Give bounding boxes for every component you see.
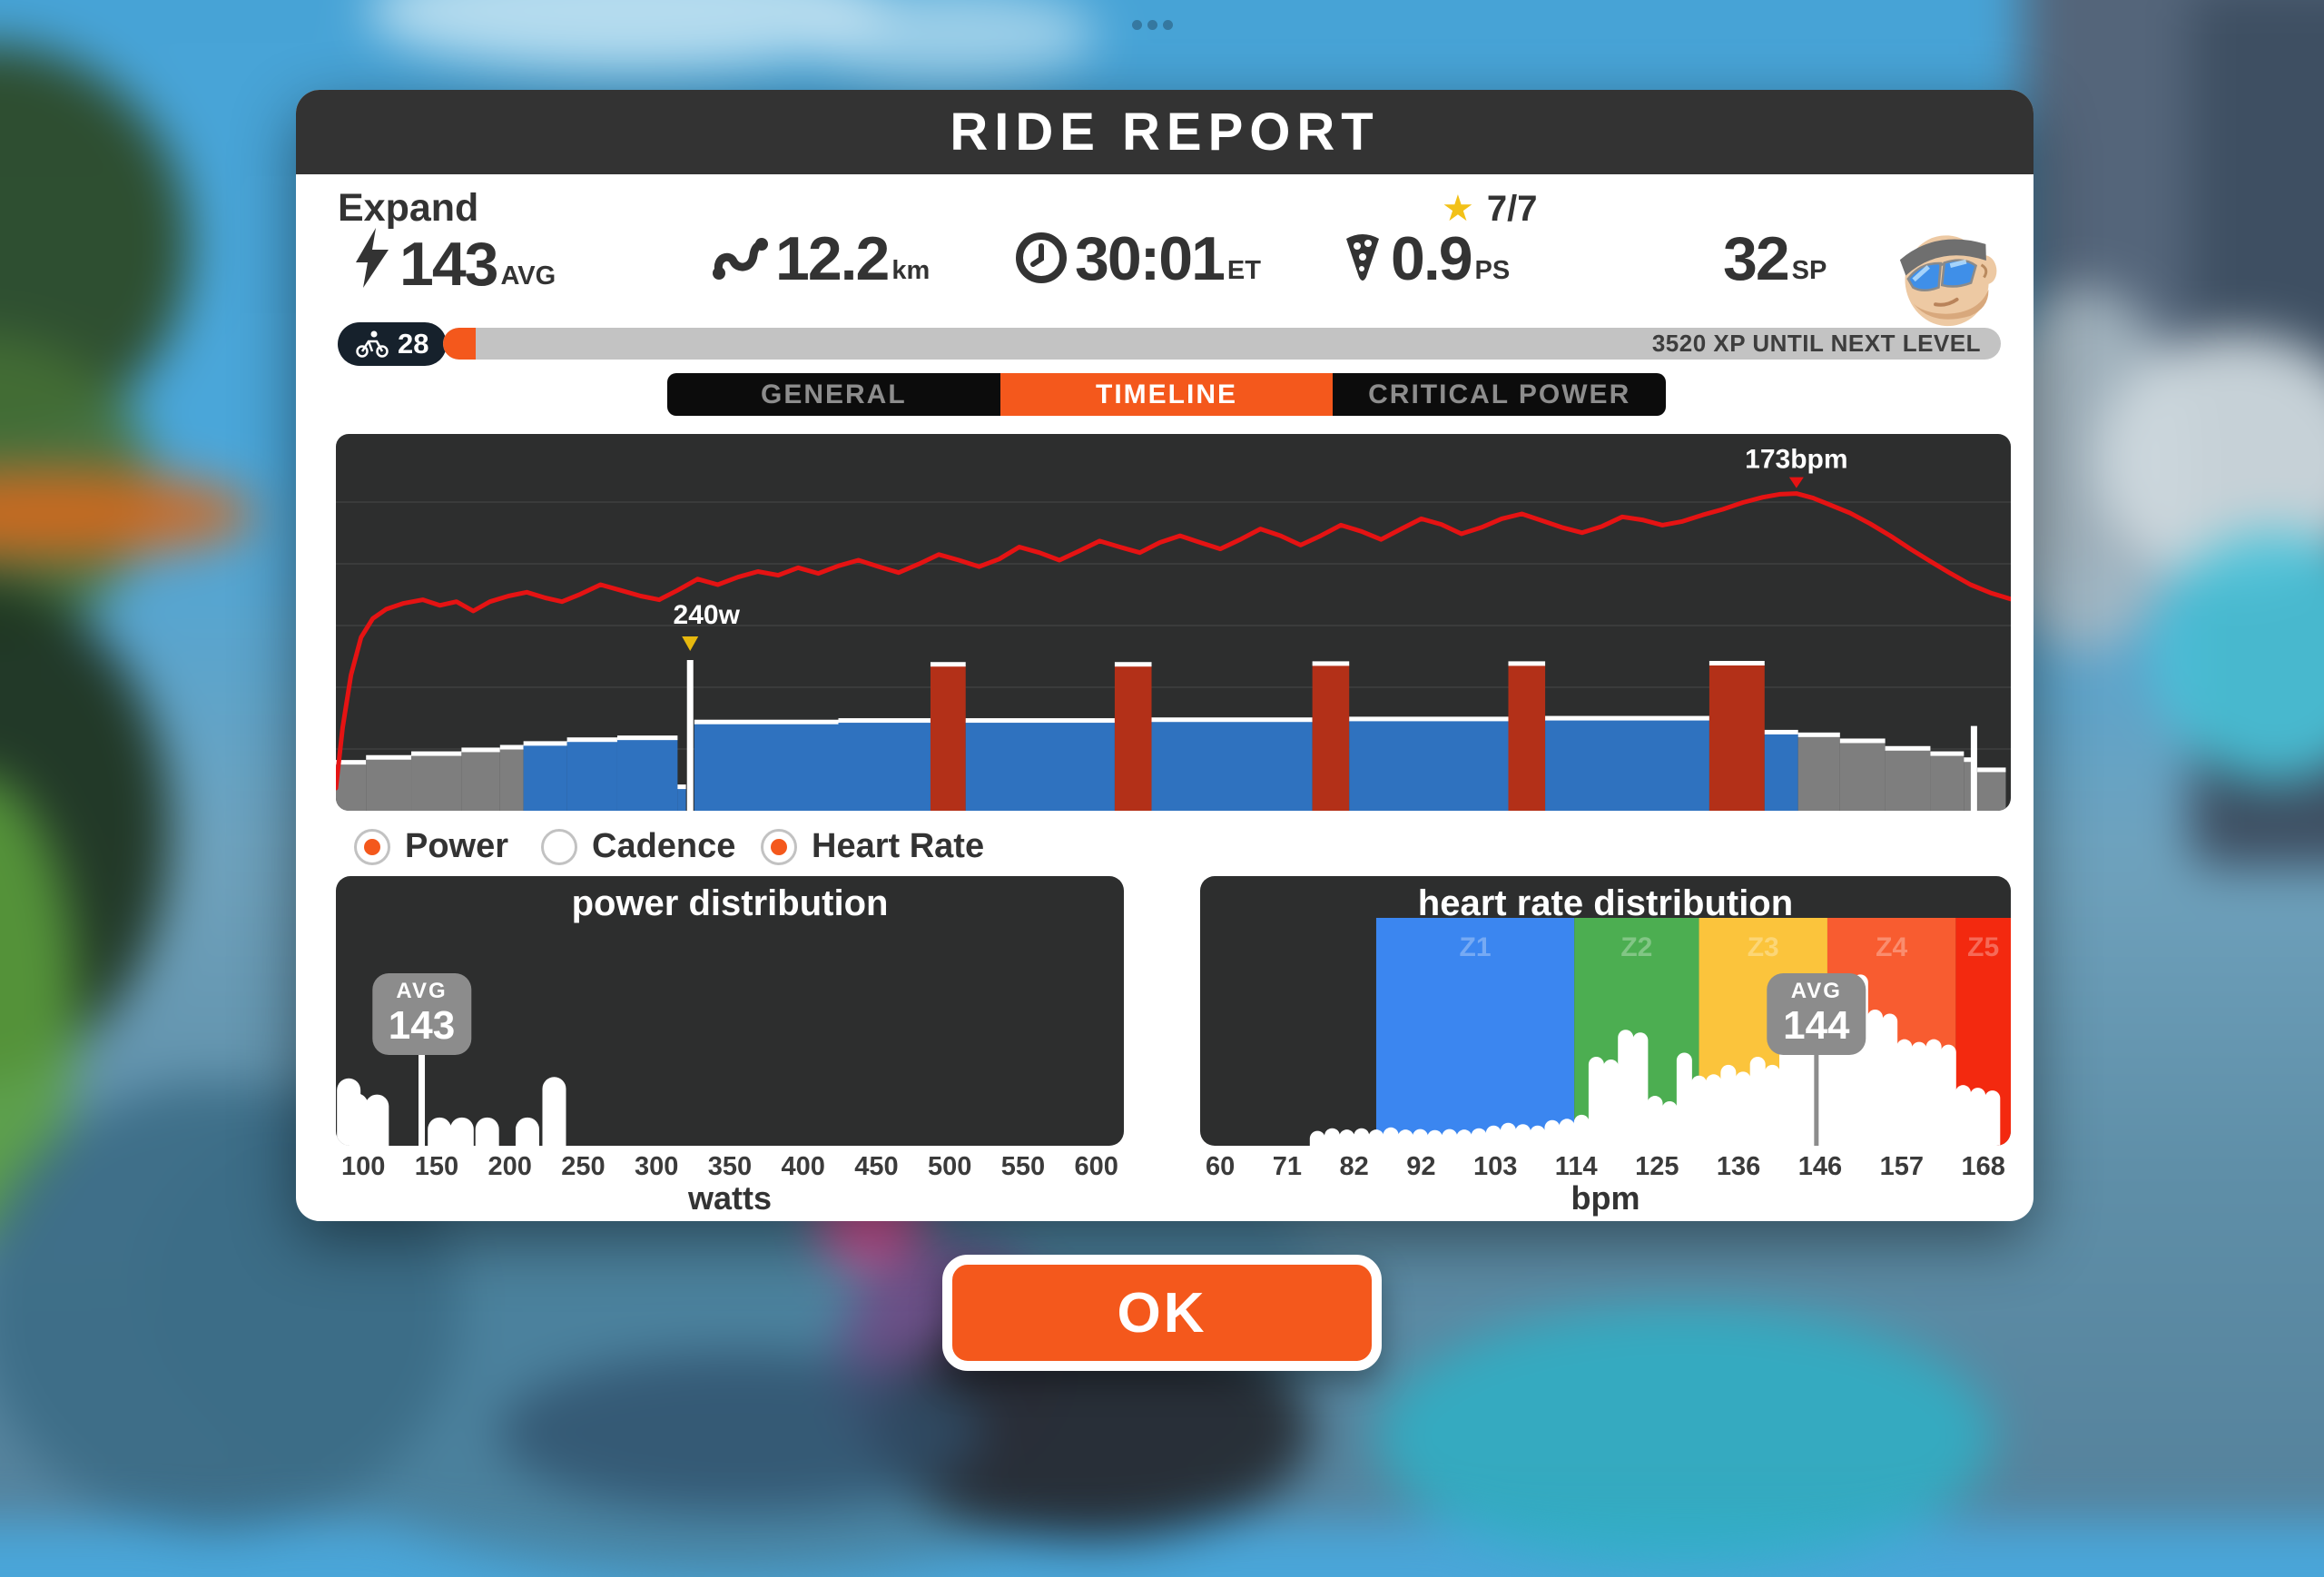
radio-dot[interactable] — [761, 828, 797, 865]
tick-label: 146 — [1797, 1152, 1843, 1181]
radio-heart-rate[interactable]: Heart Rate — [761, 827, 984, 866]
tick-label: 60 — [1206, 1152, 1236, 1181]
tick-label: 500 — [928, 1152, 972, 1181]
ok-button[interactable]: OK — [942, 1255, 1382, 1371]
stat-calories: 0.9 PS — [1342, 228, 1510, 290]
stat-value: 143 — [399, 230, 498, 299]
tick-label: 71 — [1272, 1152, 1302, 1181]
rider-avatar — [1899, 235, 1997, 327]
radio-label: Heart Rate — [812, 827, 985, 865]
hr-axis-ticks: 60 71 82 92 103 114 125 136 146 157 168 — [1206, 1152, 2005, 1182]
tick-label: 550 — [1000, 1152, 1046, 1181]
hr-distribution-chart: Z1 Z2 Z3 Z4 Z5 — [1309, 918, 2011, 1146]
hr-distribution-title: heart rate distribution — [1417, 883, 1794, 923]
radio-power[interactable]: Power — [354, 827, 508, 866]
power-axis-ticks: 100 150 200 250 300 350 400 450 500 550 600 — [341, 1152, 1118, 1182]
radio-dot[interactable] — [354, 828, 390, 865]
radio-cadence[interactable]: Cadence — [541, 827, 735, 866]
stat-value: 12.2 — [775, 224, 890, 293]
svg-text:Z4: Z4 — [1876, 932, 1907, 962]
lightning-icon — [356, 228, 389, 288]
tick-label: 200 — [487, 1152, 532, 1181]
level-badge: 28 — [338, 322, 448, 366]
radio-dot[interactable] — [541, 828, 577, 865]
tick-label: 100 — [341, 1152, 386, 1181]
power-distribution-title: power distribution — [571, 883, 889, 923]
power-distribution-chart — [337, 1003, 566, 1146]
avg-hr-badge: AVG 144 — [1767, 972, 1866, 1055]
pizza-icon — [1346, 234, 1379, 281]
timeline-chart-panel: 240w 173bpm — [336, 434, 2011, 811]
power-axis-label: watts — [687, 1179, 773, 1217]
tick-label: 168 — [1961, 1152, 2005, 1181]
tick-label: 400 — [781, 1152, 825, 1181]
stat-unit: AVG — [500, 261, 556, 291]
cloud — [797, 0, 1097, 82]
stat-value: 32 — [1723, 224, 1790, 293]
stat-elapsed-time: 30:01 ET — [1015, 228, 1261, 290]
avg-power-badge: AVG 143 — [371, 972, 472, 1055]
tick-label: 114 — [1554, 1152, 1598, 1181]
timeline-chart: 240w 173bpm — [336, 445, 2011, 811]
stat-unit: PS — [1474, 256, 1511, 285]
stat-unit: SP — [1791, 256, 1827, 285]
tick-label: 350 — [707, 1152, 753, 1181]
route-goal-value: 7/7 — [1486, 188, 1538, 229]
tick-label: 82 — [1339, 1152, 1369, 1181]
ride-report-dialog: RIDE REPORT Expand ★ 7/7 143 AVG 12.2 km… — [296, 90, 2034, 1221]
radio-label: Power — [405, 827, 509, 865]
dialog-title: RIDE REPORT — [950, 103, 1380, 162]
svg-text:173bpm: 173bpm — [1745, 445, 1847, 475]
stat-distance: 12.2 km — [712, 228, 930, 290]
tab-critical-power[interactable]: CRITICAL POWER — [1333, 373, 1666, 416]
star-icon: ★ — [1442, 189, 1474, 229]
xp-progress-fill — [443, 328, 477, 360]
tick-label: 125 — [1635, 1152, 1679, 1181]
xp-remaining-text: 3520 XP UNTIL NEXT LEVEL — [1651, 330, 1981, 357]
tick-label: 150 — [414, 1152, 459, 1181]
clock-icon — [1016, 232, 1067, 283]
stat-value: 0.9 — [1391, 224, 1473, 293]
tick-label: 103 — [1472, 1152, 1518, 1181]
stat-avg-power: 143 AVG — [352, 228, 556, 295]
report-tabs: GENERAL TIMELINE CRITICAL POWER — [667, 373, 1666, 416]
svg-text:Z3: Z3 — [1748, 932, 1779, 962]
expand-button[interactable]: Expand — [338, 186, 479, 230]
route-icon — [713, 238, 768, 280]
tick-label: 600 — [1074, 1152, 1118, 1181]
tick-label: 92 — [1406, 1152, 1436, 1181]
tick-label: 300 — [635, 1152, 679, 1181]
level-value: 28 — [398, 328, 429, 360]
stat-unit: km — [891, 256, 931, 285]
svg-text:240w: 240w — [674, 600, 741, 630]
tab-timeline[interactable]: TIMELINE — [1000, 373, 1334, 416]
ground-blur — [1376, 1306, 1994, 1568]
svg-text:Z5: Z5 — [1967, 932, 1999, 962]
dialog-header: RIDE REPORT — [296, 90, 2034, 174]
svg-text:Z1: Z1 — [1460, 932, 1492, 962]
stat-value: 30:01 — [1075, 224, 1226, 293]
hr-distribution-panel: heart rate distribution Z1 Z2 Z3 Z4 Z5 AVG 1… — [1200, 876, 2011, 1146]
tick-label: 450 — [854, 1152, 899, 1181]
svg-text:Z2: Z2 — [1620, 932, 1652, 962]
xp-progress-bar: 3520 XP UNTIL NEXT LEVEL — [443, 328, 2001, 360]
hr-axis-label: bpm — [1571, 1179, 1640, 1217]
tick-label: 157 — [1879, 1152, 1925, 1181]
ground-blur — [497, 1353, 985, 1513]
tick-label: 136 — [1716, 1152, 1761, 1181]
power-distribution-panel: power distribution AVG 143 — [336, 876, 1124, 1146]
tab-general[interactable]: GENERAL — [667, 373, 1000, 416]
tick-label: 250 — [561, 1152, 606, 1181]
more-options-dots[interactable] — [1132, 20, 1173, 30]
cyclist-icon — [356, 330, 389, 358]
radio-label: Cadence — [592, 827, 736, 865]
route-goal: ★ 7/7 — [1442, 188, 1537, 230]
stat-unit: ET — [1226, 256, 1261, 285]
stat-speed: 32 SP — [1723, 228, 1827, 290]
